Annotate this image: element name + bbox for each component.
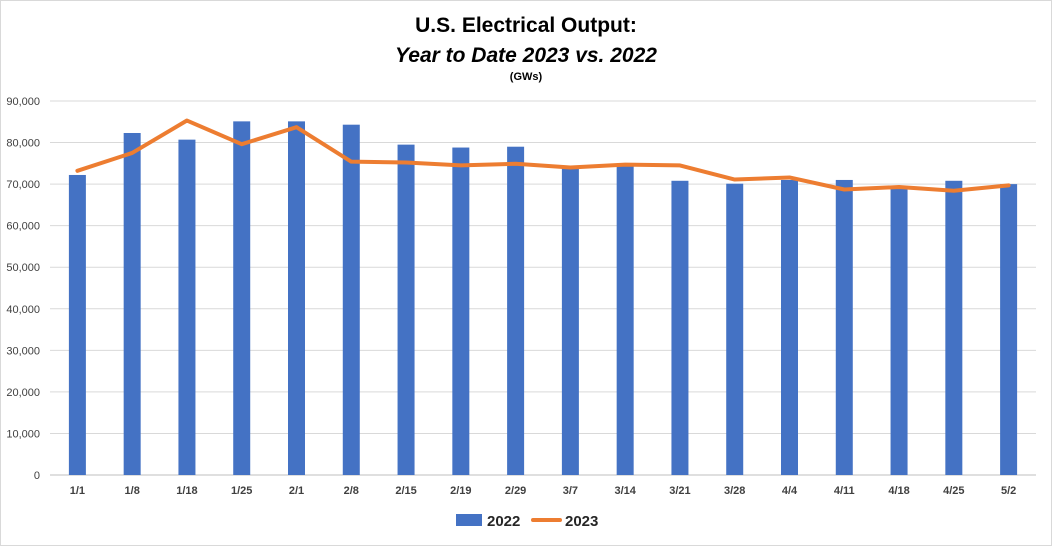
y-tick-label: 0 [34,470,40,482]
x-tick-label: 2/15 [395,485,416,497]
x-tick-label: 5/2 [1001,485,1016,497]
gridlines [50,100,1036,476]
x-tick-label: 2/1 [289,485,304,497]
x-tick-label: 4/25 [943,485,964,497]
bar-2022 [397,144,415,475]
bar-2022 [233,121,251,476]
bar-2022 [452,147,470,475]
bar-2022 [561,168,579,475]
bar-2022 [288,121,305,476]
bar-2022 [726,183,744,475]
x-tick-label: 1/18 [176,485,197,497]
y-tick-label: 20,000 [6,387,40,399]
x-tick-label: 4/4 [782,485,798,497]
x-tick-label: 3/14 [614,485,636,497]
x-tick-label: 1/25 [231,485,252,497]
bar-2022 [781,179,798,475]
y-tick-label: 80,000 [6,138,40,150]
chart-subtitle: Year to Date 2023 vs. 2022 [395,44,657,67]
line-series-2023 [75,118,1011,193]
bar-2022 [835,179,853,475]
y-tick-label: 50,000 [6,262,40,274]
legend-label-2022: 2022 [487,513,520,530]
x-tick-label: 2/19 [450,485,471,497]
chart-unit-note: (GWs) [510,71,543,83]
y-axis: 0 10,000 20,000 30,000 40,000 50,000 60,000 70,… [6,96,40,482]
legend: 2022 2023 [456,513,598,530]
x-tick-label: 4/11 [834,485,855,497]
line-2023 [75,118,1011,193]
bar-2022 [178,139,196,475]
bar-2022 [616,163,634,476]
x-tick-label: 4/18 [888,485,909,497]
chart-title: U.S. Electrical Output: [415,14,637,37]
legend-swatch-2022 [456,514,482,526]
x-tick-label: 2/8 [344,485,359,497]
x-tick-label: 1/8 [125,485,140,497]
bar-2022 [507,146,525,475]
y-tick-label: 30,000 [6,345,40,357]
y-tick-label: 40,000 [6,304,40,316]
bar-2022 [890,188,908,475]
bar-2022 [123,132,141,475]
x-tick-label: 2/29 [505,485,526,497]
y-tick-label: 60,000 [6,221,40,233]
bar-2022 [68,174,86,476]
x-tick-label: 3/28 [724,485,745,497]
x-axis: 1/1 1/8 1/18 1/25 2/1 2/8 2/15 2/19 2/29 3/7 3/14 3… [70,485,1017,497]
bar-series-2022 [68,121,1018,476]
x-tick-label: 3/21 [669,485,690,497]
x-tick-label: 1/1 [70,485,85,497]
y-tick-label: 10,000 [6,428,40,440]
x-tick-label: 3/7 [563,485,578,497]
bar-2022 [1000,184,1018,475]
bar-2022 [945,180,963,475]
y-tick-label: 90,000 [6,96,40,108]
bar-2022 [342,124,360,475]
legend-label-2023: 2023 [565,513,598,530]
y-tick-label: 70,000 [6,179,40,191]
bar-2022 [671,180,689,475]
